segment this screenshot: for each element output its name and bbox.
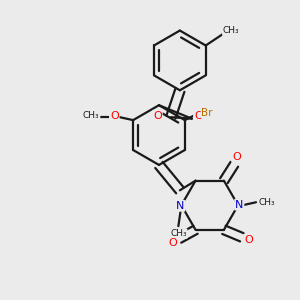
Text: CH₃: CH₃ [223, 26, 239, 35]
Text: CH₃: CH₃ [83, 111, 100, 120]
Text: N: N [235, 200, 244, 210]
Text: Br: Br [202, 108, 213, 118]
Text: N: N [176, 201, 184, 211]
Text: CH₃: CH₃ [258, 198, 275, 207]
Text: CH₃: CH₃ [170, 229, 187, 238]
Text: O: O [153, 111, 162, 121]
Text: O: O [244, 235, 253, 245]
Text: O: O [110, 111, 119, 121]
Text: O: O [194, 111, 203, 121]
Text: O: O [232, 152, 241, 162]
Text: O: O [168, 238, 177, 248]
